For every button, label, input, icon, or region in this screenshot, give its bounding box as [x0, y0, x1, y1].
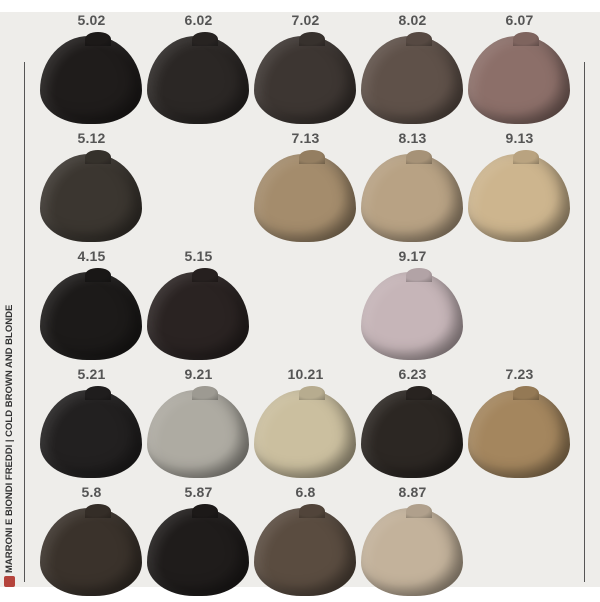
shade-code: 5.02 [77, 12, 106, 28]
color-swatch-item: 7.23 [466, 366, 573, 484]
color-swatch-item: 7.13 [252, 130, 359, 248]
shade-code: 10.21 [287, 366, 324, 382]
shade-code: 9.13 [505, 130, 534, 146]
empty-slot [145, 130, 252, 248]
shade-code: 6.8 [295, 484, 316, 500]
shade-code: 8.87 [398, 484, 427, 500]
color-swatch-item: 5.12 [38, 130, 145, 248]
color-swatch-item: 7.02 [252, 12, 359, 130]
shade-code: 6.07 [505, 12, 534, 28]
color-swatch-item: 9.21 [145, 366, 252, 484]
swatch-row: 4.15 5.15 9.17 [38, 248, 573, 366]
side-caption-text: MARRONI E BIONDI FREDDI | COLD BROWN AND… [4, 304, 15, 573]
hair-swatch [468, 36, 570, 124]
hair-swatch [147, 272, 249, 360]
side-caption: MARRONI E BIONDI FREDDI | COLD BROWN AND… [4, 305, 15, 587]
shade-code: 8.13 [398, 130, 427, 146]
empty-slot [252, 248, 359, 366]
swatch-grid: 5.02 6.02 7.02 8.02 6.07 5.12 7.13 8.13 9.13 4.15… [38, 12, 573, 602]
hair-swatch [254, 154, 356, 242]
shade-code: 4.15 [77, 248, 106, 264]
right-divider [584, 62, 585, 582]
hair-swatch [254, 508, 356, 596]
shade-code: 5.21 [77, 366, 106, 382]
shade-code: 7.13 [291, 130, 320, 146]
hair-swatch [254, 36, 356, 124]
color-swatch-item: 5.21 [38, 366, 145, 484]
hair-swatch [361, 508, 463, 596]
color-swatch-item: 6.07 [466, 12, 573, 130]
hair-swatch [40, 390, 142, 478]
swatch-row: 5.02 6.02 7.02 8.02 6.07 [38, 12, 573, 130]
hair-swatch [40, 36, 142, 124]
brand-logo-icon [4, 576, 15, 587]
swatch-row: 5.12 7.13 8.13 9.13 [38, 130, 573, 248]
shade-code: 6.23 [398, 366, 427, 382]
hair-swatch [147, 36, 249, 124]
hair-swatch [361, 272, 463, 360]
shade-code: 5.8 [81, 484, 102, 500]
color-swatch-item: 9.13 [466, 130, 573, 248]
color-swatch-item: 8.02 [359, 12, 466, 130]
shade-code: 7.23 [505, 366, 534, 382]
swatch-row: 5.21 9.21 10.21 6.23 7.23 [38, 366, 573, 484]
swatch-row: 5.8 5.87 6.8 8.87 [38, 484, 573, 602]
empty-slot [466, 484, 573, 602]
color-swatch-item: 9.17 [359, 248, 466, 366]
shade-code: 9.17 [398, 248, 427, 264]
shade-code: 8.02 [398, 12, 427, 28]
hair-swatch [468, 390, 570, 478]
hair-swatch [361, 36, 463, 124]
hair-swatch [40, 272, 142, 360]
shade-code: 5.87 [184, 484, 213, 500]
hair-swatch [147, 390, 249, 478]
color-swatch-item: 10.21 [252, 366, 359, 484]
color-swatch-item: 5.02 [38, 12, 145, 130]
shade-code: 6.02 [184, 12, 213, 28]
color-swatch-item: 5.8 [38, 484, 145, 602]
color-swatch-item: 8.87 [359, 484, 466, 602]
shade-code: 7.02 [291, 12, 320, 28]
color-chart: 5.02 6.02 7.02 8.02 6.07 5.12 7.13 8.13 9.13 4.15… [0, 12, 600, 596]
hair-swatch [468, 154, 570, 242]
shade-code: 5.15 [184, 248, 213, 264]
hair-swatch [40, 154, 142, 242]
color-swatch-item: 6.8 [252, 484, 359, 602]
hair-swatch [361, 154, 463, 242]
hair-swatch [40, 508, 142, 596]
shade-code: 5.12 [77, 130, 106, 146]
color-swatch-item: 8.13 [359, 130, 466, 248]
color-swatch-item: 6.23 [359, 366, 466, 484]
hair-swatch [147, 508, 249, 596]
hair-swatch [254, 390, 356, 478]
color-swatch-item: 5.87 [145, 484, 252, 602]
hair-swatch [361, 390, 463, 478]
left-divider [24, 62, 25, 582]
color-swatch-item: 5.15 [145, 248, 252, 366]
color-swatch-item: 4.15 [38, 248, 145, 366]
color-swatch-item: 6.02 [145, 12, 252, 130]
shade-code: 9.21 [184, 366, 213, 382]
empty-slot [466, 248, 573, 366]
